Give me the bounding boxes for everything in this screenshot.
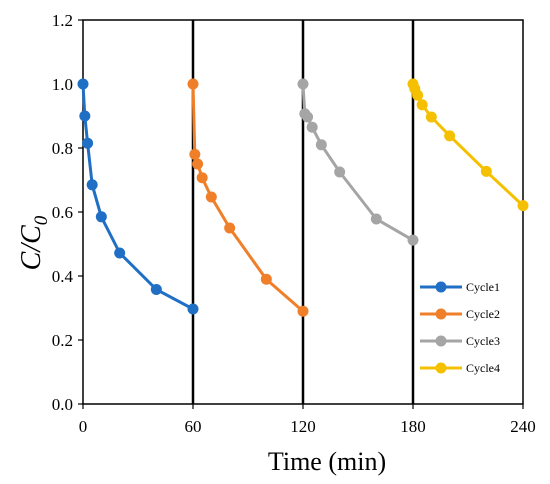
series-line-cycle1	[81, 83, 194, 311]
data-point	[86, 179, 98, 191]
legend-marker	[435, 281, 447, 293]
series-layer	[77, 78, 529, 317]
y-tick-label: 0.8	[52, 139, 73, 158]
data-point	[95, 211, 107, 223]
data-point	[407, 234, 419, 246]
y-axis-title: C/C0	[16, 215, 52, 270]
data-point	[205, 191, 217, 203]
x-tick-label: 60	[185, 417, 202, 436]
y-tick-label: 0.6	[52, 203, 73, 222]
legend-label: Cycle4	[466, 361, 500, 375]
data-point	[306, 121, 318, 133]
data-point	[82, 137, 94, 149]
data-point	[517, 200, 529, 212]
y-tick-label: 0.0	[52, 395, 73, 414]
x-axis-ticks: 0 60 120 180 240	[79, 404, 536, 436]
data-point	[192, 158, 204, 170]
data-point	[444, 130, 456, 142]
series-line-cycle4	[411, 83, 525, 207]
data-point	[416, 99, 428, 111]
data-point	[189, 148, 201, 160]
data-point	[77, 78, 89, 90]
data-point	[187, 303, 199, 315]
x-tick-label: 180	[400, 417, 426, 436]
legend-marker	[435, 362, 447, 374]
y-tick-label: 0.2	[52, 331, 73, 350]
series-line-cycle3	[301, 83, 414, 242]
data-point	[302, 111, 314, 123]
legend-marker	[435, 308, 447, 320]
data-point	[224, 222, 236, 234]
y-axis-title-main: C/C	[16, 225, 47, 270]
data-point	[150, 283, 162, 295]
series-cycle1	[77, 78, 199, 315]
data-point	[297, 305, 309, 317]
data-point	[480, 165, 492, 177]
x-axis-title: Time (min)	[268, 447, 386, 476]
data-point	[297, 78, 309, 90]
data-point	[334, 166, 346, 178]
y-axis-ticks: 0.0 0.2 0.4 0.6 0.8 1.0 1.2	[52, 11, 83, 414]
data-point	[196, 172, 208, 184]
cycle-dividers	[191, 20, 415, 404]
legend-item-cycle3: Cycle3	[420, 334, 500, 348]
legend-marker	[435, 335, 447, 347]
data-point	[187, 78, 199, 90]
y-axis-title-subscript: 0	[31, 215, 52, 225]
y-tick-label: 1.0	[52, 75, 73, 94]
data-point	[114, 247, 126, 259]
x-tick-label: 240	[510, 417, 536, 436]
legend-label: Cycle3	[466, 334, 500, 348]
data-point	[425, 111, 437, 123]
y-tick-label: 1.2	[52, 11, 73, 30]
series-cycle4	[407, 78, 529, 212]
legend-item-cycle4: Cycle4	[420, 361, 500, 375]
data-point	[412, 89, 424, 101]
legend-label: Cycle2	[466, 307, 500, 321]
data-point	[260, 273, 272, 285]
data-point	[79, 110, 91, 122]
x-tick-label: 120	[290, 417, 316, 436]
y-tick-label: 0.4	[52, 267, 74, 286]
series-cycle2	[187, 78, 309, 317]
legend: Cycle1 Cycle2 Cycle3 Cycle4	[420, 280, 500, 375]
data-point	[315, 139, 327, 151]
data-point	[370, 213, 382, 225]
series-cycle3	[297, 78, 419, 246]
legend-item-cycle1: Cycle1	[420, 280, 500, 294]
x-tick-label: 0	[79, 417, 88, 436]
legend-item-cycle2: Cycle2	[420, 307, 500, 321]
legend-label: Cycle1	[466, 280, 500, 294]
